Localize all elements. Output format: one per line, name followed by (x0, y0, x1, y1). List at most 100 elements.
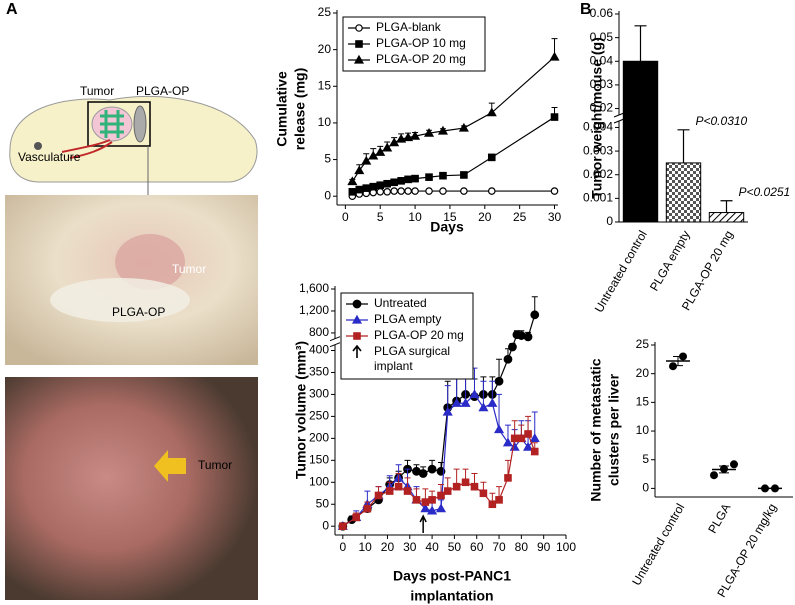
marker (460, 187, 468, 195)
marker (352, 299, 362, 309)
photo (5, 377, 258, 600)
x-tick-label: 10 (358, 540, 372, 554)
photo-1: Tumor PLGA-OP (5, 195, 258, 365)
marker (550, 187, 559, 195)
marker (502, 437, 514, 447)
x-tick-label: 30 (548, 210, 562, 224)
y-tick-label: 0.03 (590, 77, 614, 91)
y-tick-label: 100 (309, 474, 329, 488)
x-tick-label: 0 (342, 210, 349, 224)
marker (412, 496, 421, 504)
marker (437, 125, 449, 135)
marker (347, 176, 358, 186)
y-tick-label: 25 (318, 5, 332, 19)
implant (133, 105, 147, 143)
legend-label: implant (374, 359, 413, 373)
marker (355, 40, 363, 48)
marker (428, 496, 436, 504)
point (710, 471, 718, 480)
y-tick-label: 15 (318, 78, 332, 92)
marker (355, 24, 363, 32)
axis-label: clusters per liver (606, 373, 622, 486)
photo-implant (50, 278, 190, 322)
marker (410, 130, 421, 140)
error-bar (496, 393, 503, 430)
marker (460, 171, 468, 179)
y-tick-label: 300 (309, 387, 329, 401)
marker (397, 177, 405, 185)
y-tick-label: 0.06 (590, 6, 614, 20)
p-value: P<0.0251 (739, 185, 791, 199)
marker (461, 478, 470, 487)
marker (361, 155, 372, 165)
marker (494, 424, 505, 434)
marker (529, 433, 540, 442)
y-tick-label: 0.001 (583, 191, 613, 205)
y-tick-label: 20 (636, 366, 650, 380)
axis-label: Number of metastatic (588, 358, 604, 501)
label: PLGA-OP (112, 305, 165, 319)
marker (339, 522, 347, 531)
marker (385, 487, 394, 495)
annotation-arrow (419, 514, 427, 533)
marker (411, 174, 419, 183)
marker (403, 132, 414, 142)
y-tick-label: 200 (309, 431, 329, 445)
marker (420, 503, 431, 513)
y-tick-label: 10 (636, 423, 650, 437)
legend-label: PLGA-OP 20 mg (374, 328, 464, 342)
x-tick-label: 50 (448, 540, 462, 554)
marker (503, 354, 513, 364)
axis-label: Cumulative (274, 71, 290, 147)
marker (383, 188, 391, 196)
marker (478, 402, 489, 412)
bar (622, 60, 659, 223)
x-tick-label: 80 (515, 540, 529, 554)
point (761, 484, 769, 493)
marker (351, 314, 363, 324)
axis-break-mark (613, 112, 625, 118)
y-tick-label: 0.003 (583, 143, 613, 157)
photo-2: Tumor (5, 377, 258, 600)
legend-label: PLGA empty (374, 312, 441, 326)
y-tick-label: 0.02 (590, 101, 614, 115)
y-tick-label: 0 (642, 481, 649, 495)
marker (427, 505, 438, 515)
x-tick-label: PLGA empty (647, 228, 693, 293)
x-tick-label: 0 (339, 540, 346, 554)
axis-label: implantation (410, 588, 493, 604)
y-tick-label: 5 (642, 452, 649, 466)
marker (397, 187, 405, 195)
label: PLGA-OP (136, 84, 189, 98)
marker (355, 185, 364, 194)
point (679, 352, 687, 361)
marker (510, 434, 519, 443)
tumor-box (87, 101, 151, 147)
x-tick-label: 90 (537, 540, 551, 554)
marker (353, 54, 365, 64)
marker (523, 441, 534, 451)
axis-label: Days post-PANC1 (393, 568, 511, 584)
marker (508, 342, 517, 352)
y-tick-label: 150 (309, 452, 329, 466)
error-bar (720, 200, 733, 213)
marker (549, 51, 560, 61)
marker (425, 187, 433, 195)
label: Vasculature (18, 150, 81, 164)
marker (423, 127, 435, 137)
x-tick-label: PLGA (705, 501, 733, 536)
mouse-schematic: Tumor PLGA-OP Vasculature (9, 84, 258, 195)
series-line (351, 56, 555, 182)
y-tick-label: 25 (636, 337, 650, 351)
mouse-eye (34, 142, 42, 150)
axis-break-mark (329, 336, 341, 342)
x-tick-label: 20 (381, 540, 395, 554)
x-tick-label: 70 (492, 540, 506, 554)
marker (486, 107, 497, 117)
p-value: P<0.0310 (696, 114, 748, 128)
marker (460, 398, 471, 407)
x-tick-label: 25 (513, 210, 527, 224)
legend-arrow (352, 344, 362, 358)
legend-label: Untreated (374, 296, 427, 310)
axis-break-mark (329, 342, 341, 348)
